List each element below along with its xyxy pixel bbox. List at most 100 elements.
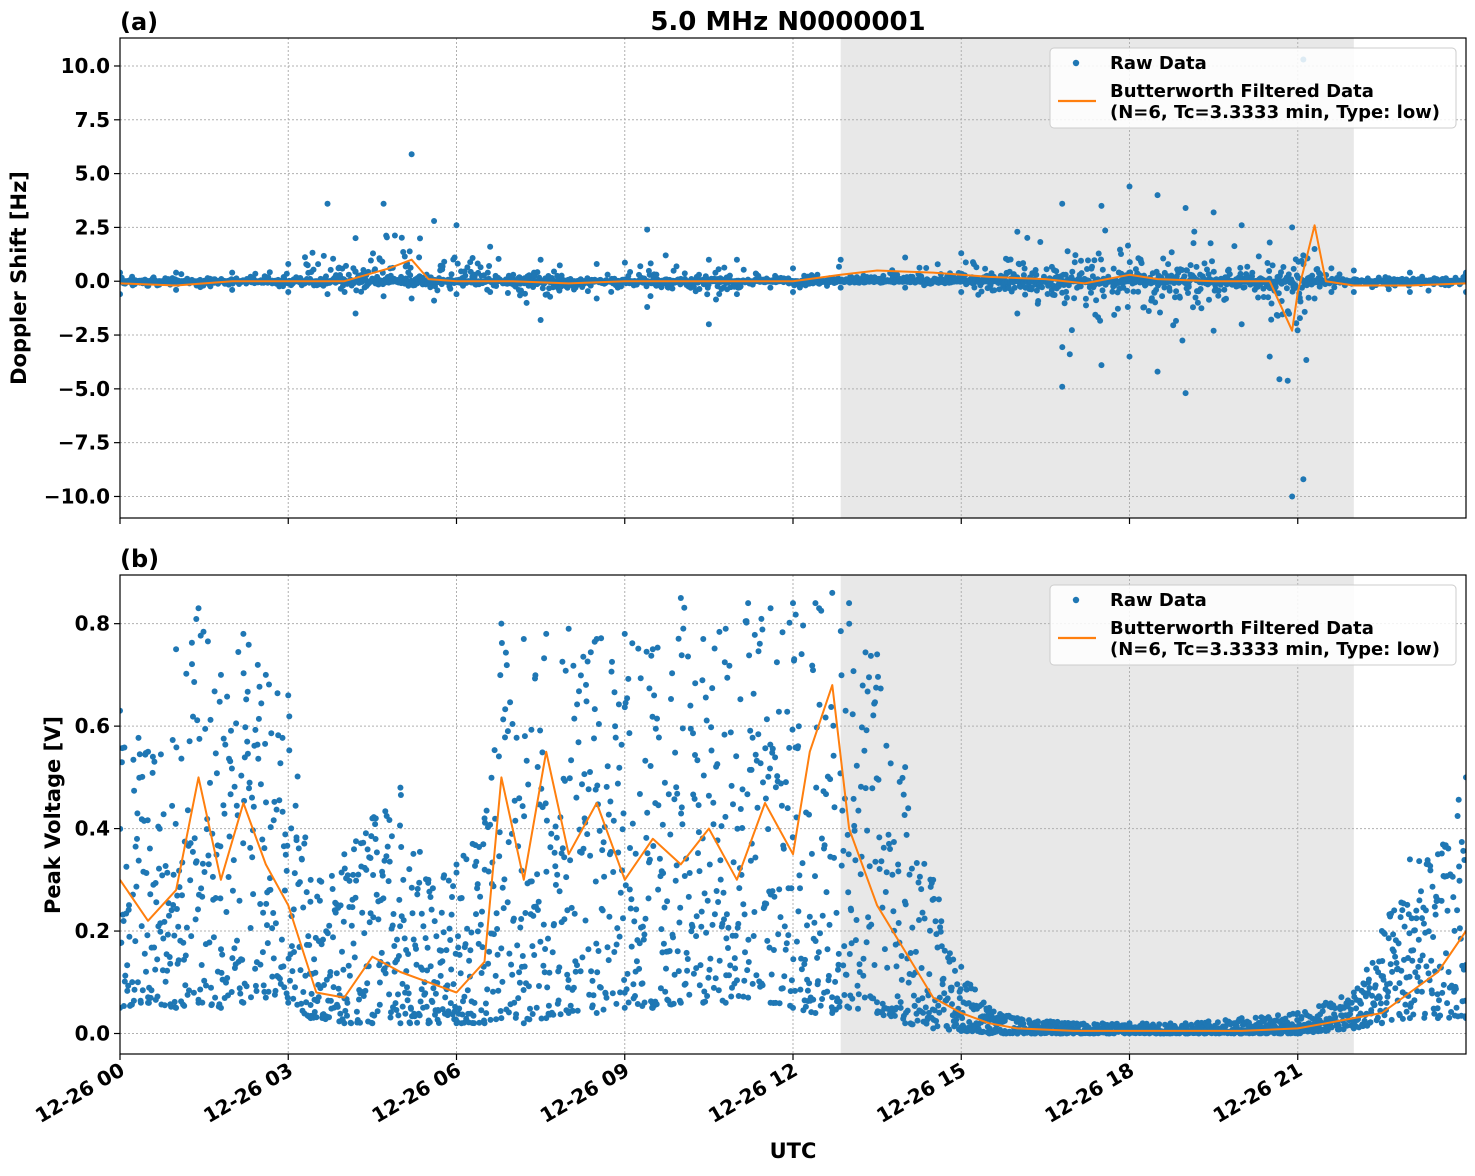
raw-point	[1351, 267, 1357, 273]
raw-point	[1181, 273, 1187, 279]
raw-point	[591, 992, 597, 998]
raw-point	[169, 907, 175, 913]
raw-point	[671, 1001, 677, 1007]
raw-point	[971, 285, 977, 291]
raw-point	[601, 874, 607, 880]
raw-point	[541, 922, 547, 928]
raw-point	[594, 783, 600, 789]
raw-point	[375, 1008, 381, 1014]
raw-point	[827, 922, 833, 928]
raw-point	[280, 963, 286, 969]
raw-point	[245, 751, 251, 757]
raw-point	[1072, 259, 1078, 265]
raw-point	[827, 776, 833, 782]
raw-point	[381, 293, 387, 299]
raw-point	[1069, 269, 1075, 275]
raw-point	[341, 919, 347, 925]
raw-point	[706, 793, 712, 799]
raw-point	[167, 954, 173, 960]
raw-point	[628, 906, 634, 912]
raw-point	[950, 957, 956, 963]
raw-point	[547, 294, 553, 300]
raw-point	[311, 956, 317, 962]
raw-point	[644, 649, 650, 655]
raw-point	[553, 824, 559, 830]
raw-point	[429, 999, 435, 1005]
raw-point	[162, 1002, 168, 1008]
raw-point	[693, 933, 699, 939]
raw-point	[809, 851, 815, 857]
raw-point	[855, 1006, 861, 1012]
raw-point	[189, 661, 195, 667]
raw-point	[1198, 305, 1204, 311]
raw-point	[759, 627, 765, 633]
raw-point	[1328, 265, 1334, 271]
raw-point	[1156, 1021, 1162, 1027]
raw-point	[560, 845, 566, 851]
raw-point	[831, 855, 837, 861]
raw-point	[959, 1015, 965, 1021]
raw-point	[194, 717, 200, 723]
raw-point	[919, 995, 925, 1001]
raw-point	[896, 920, 902, 926]
raw-point	[340, 967, 346, 973]
raw-point	[717, 857, 723, 863]
raw-point	[200, 861, 206, 867]
raw-point	[1155, 369, 1161, 375]
raw-point	[487, 244, 493, 250]
raw-point	[933, 1018, 939, 1024]
raw-point	[706, 257, 712, 263]
raw-point	[740, 901, 746, 907]
raw-point	[312, 1009, 318, 1015]
raw-point	[229, 270, 235, 276]
raw-point	[823, 715, 829, 721]
raw-point	[954, 981, 960, 987]
raw-point	[643, 835, 649, 841]
raw-point	[504, 662, 510, 668]
raw-point	[338, 902, 344, 908]
raw-point	[486, 949, 492, 955]
raw-point	[1014, 229, 1020, 235]
raw-point	[608, 289, 614, 295]
raw-point	[496, 256, 502, 262]
raw-point	[673, 878, 679, 884]
raw-point	[158, 751, 164, 757]
raw-point	[807, 914, 813, 920]
raw-point	[377, 980, 383, 986]
raw-point	[803, 1004, 809, 1010]
raw-point	[698, 924, 704, 930]
raw-point	[170, 737, 176, 743]
raw-point	[184, 925, 190, 931]
raw-point	[708, 724, 714, 730]
raw-point	[837, 999, 843, 1005]
raw-point	[742, 949, 748, 955]
raw-point	[276, 797, 282, 803]
raw-point	[1024, 235, 1030, 241]
raw-point	[908, 950, 914, 956]
raw-point	[1185, 290, 1191, 296]
raw-point	[726, 663, 732, 669]
raw-point	[583, 918, 589, 924]
raw-point	[291, 949, 297, 955]
raw-point	[218, 946, 224, 952]
raw-point	[389, 833, 395, 839]
raw-point	[537, 728, 543, 734]
raw-point	[1253, 1015, 1259, 1021]
raw-point	[483, 1010, 489, 1016]
raw-point	[559, 659, 565, 665]
raw-point	[351, 846, 357, 852]
raw-point	[574, 962, 580, 968]
raw-point	[680, 725, 686, 731]
raw-point	[296, 845, 302, 851]
raw-point	[722, 732, 728, 738]
raw-point	[810, 997, 816, 1003]
raw-point	[422, 990, 428, 996]
raw-point	[347, 878, 353, 884]
raw-point	[706, 321, 712, 327]
raw-point	[224, 694, 230, 700]
raw-point	[151, 759, 157, 765]
raw-point	[266, 682, 272, 688]
raw-point	[557, 262, 563, 268]
raw-point	[349, 904, 355, 910]
raw-point	[926, 971, 932, 977]
